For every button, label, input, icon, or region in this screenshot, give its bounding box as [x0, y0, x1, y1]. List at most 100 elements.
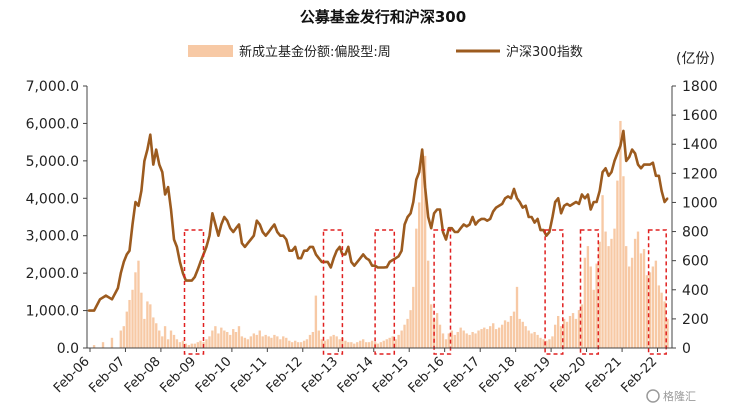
bar-mark [403, 324, 406, 348]
bar-mark [624, 246, 628, 348]
line-point [536, 218, 539, 220]
bar-mark [270, 337, 273, 348]
right-tick-label: 200 [682, 312, 709, 328]
bar-mark [524, 326, 527, 348]
bar-mark [305, 339, 309, 348]
bar-mark [314, 295, 318, 348]
left-tick-label: 1,000.0 [26, 304, 79, 320]
bar-mark [622, 176, 625, 348]
right-tick-label: 400 [682, 283, 709, 299]
line-point [439, 208, 441, 211]
line-point [495, 206, 497, 209]
legend-bar-label: 新成立基金份额:偏股型:周 [239, 44, 391, 60]
bar-mark [571, 313, 575, 348]
line-point [619, 145, 622, 147]
line-point [158, 163, 161, 166]
bar-mark [551, 336, 554, 348]
left-axis-ticks: 0.0 1,000.0 2,000.0 3,000.0 4,000.0 5,000.0 6,… [26, 79, 87, 357]
line-point [235, 227, 237, 230]
left-tick-label: 0.0 [57, 341, 79, 357]
x-tick-label: Feb-10 [193, 354, 235, 396]
right-axis-ticks: 0 200 400 600 800 1000 1200 1400 1600 1800 [672, 79, 718, 357]
line-point [146, 148, 149, 151]
bar-mark [586, 246, 590, 348]
bar-mark [187, 345, 191, 348]
line-point [382, 266, 385, 269]
line-point [179, 261, 181, 263]
bar-mark [311, 331, 315, 348]
line-point [374, 264, 376, 267]
bar-mark [261, 336, 264, 348]
left-tick-label: 7,000.0 [26, 79, 79, 95]
bar-mark [426, 260, 430, 348]
bar-mark [131, 289, 134, 348]
bar-mark [456, 331, 459, 348]
x-tick-label: Feb-19 [512, 354, 554, 396]
bar-mark [474, 333, 477, 348]
x-tick-label: Feb-15 [370, 354, 412, 396]
bar-mark [137, 260, 140, 348]
line-point [303, 249, 305, 252]
bar-mark [492, 323, 495, 348]
line-point [297, 257, 299, 260]
line-point [323, 261, 326, 263]
line-point [575, 201, 577, 203]
line-point [595, 201, 598, 203]
bar-mark [459, 327, 462, 348]
line-point [261, 231, 264, 233]
bar-mark [645, 275, 649, 348]
x-tick-label: Feb-17 [441, 354, 483, 396]
line-point [217, 234, 220, 237]
line-point [587, 193, 589, 196]
bar-mark [616, 180, 619, 348]
line-point [625, 160, 628, 162]
line-point [155, 148, 158, 151]
bar-mark [237, 326, 241, 348]
bar-mark [220, 327, 223, 348]
bar-mark [163, 326, 167, 348]
x-axis-ticks: Feb-06Feb-07Feb-08Feb-09Feb-10Feb-11Feb-… [51, 348, 660, 396]
bar-mark [329, 336, 332, 348]
bar-mark [509, 315, 513, 348]
bar-mark [344, 340, 347, 348]
line-point [507, 195, 509, 198]
line-point [554, 201, 557, 203]
line-point [397, 255, 400, 258]
line-point [220, 223, 223, 226]
line-point [291, 249, 294, 252]
bar-mark [291, 342, 294, 348]
line-point [270, 227, 273, 230]
bar-mark [335, 336, 338, 348]
bar-mark [264, 334, 267, 348]
bar-mark [282, 336, 285, 348]
line-point [542, 229, 545, 232]
line-point [105, 294, 107, 297]
watermark-logo-icon [646, 389, 660, 403]
bar-mark [110, 337, 114, 348]
right-tick-label: 1200 [682, 166, 718, 182]
bar-mark [214, 326, 217, 348]
line-point [412, 201, 415, 203]
bar-mark [101, 342, 105, 348]
line-point [433, 212, 435, 215]
line-point [658, 174, 660, 177]
bar-mark [518, 318, 521, 348]
bar-mark [562, 318, 566, 348]
bar-mark [385, 339, 388, 348]
bar-mark [299, 342, 303, 348]
bar-mark [494, 329, 498, 348]
legend-bar-swatch [188, 45, 233, 57]
chart-title: 公募基金发行和沪深300 [300, 8, 466, 26]
line-point [267, 231, 270, 233]
line-point [223, 216, 226, 218]
bar-mark [595, 263, 598, 348]
line-point [539, 229, 542, 232]
bar-mark [391, 336, 394, 348]
bar-mark [367, 342, 371, 348]
bar-mark [521, 321, 524, 348]
bar-mark [465, 333, 468, 348]
bar-mark [119, 330, 122, 348]
bar-mark [125, 311, 128, 348]
line-point [317, 257, 320, 260]
line-point [185, 279, 187, 282]
